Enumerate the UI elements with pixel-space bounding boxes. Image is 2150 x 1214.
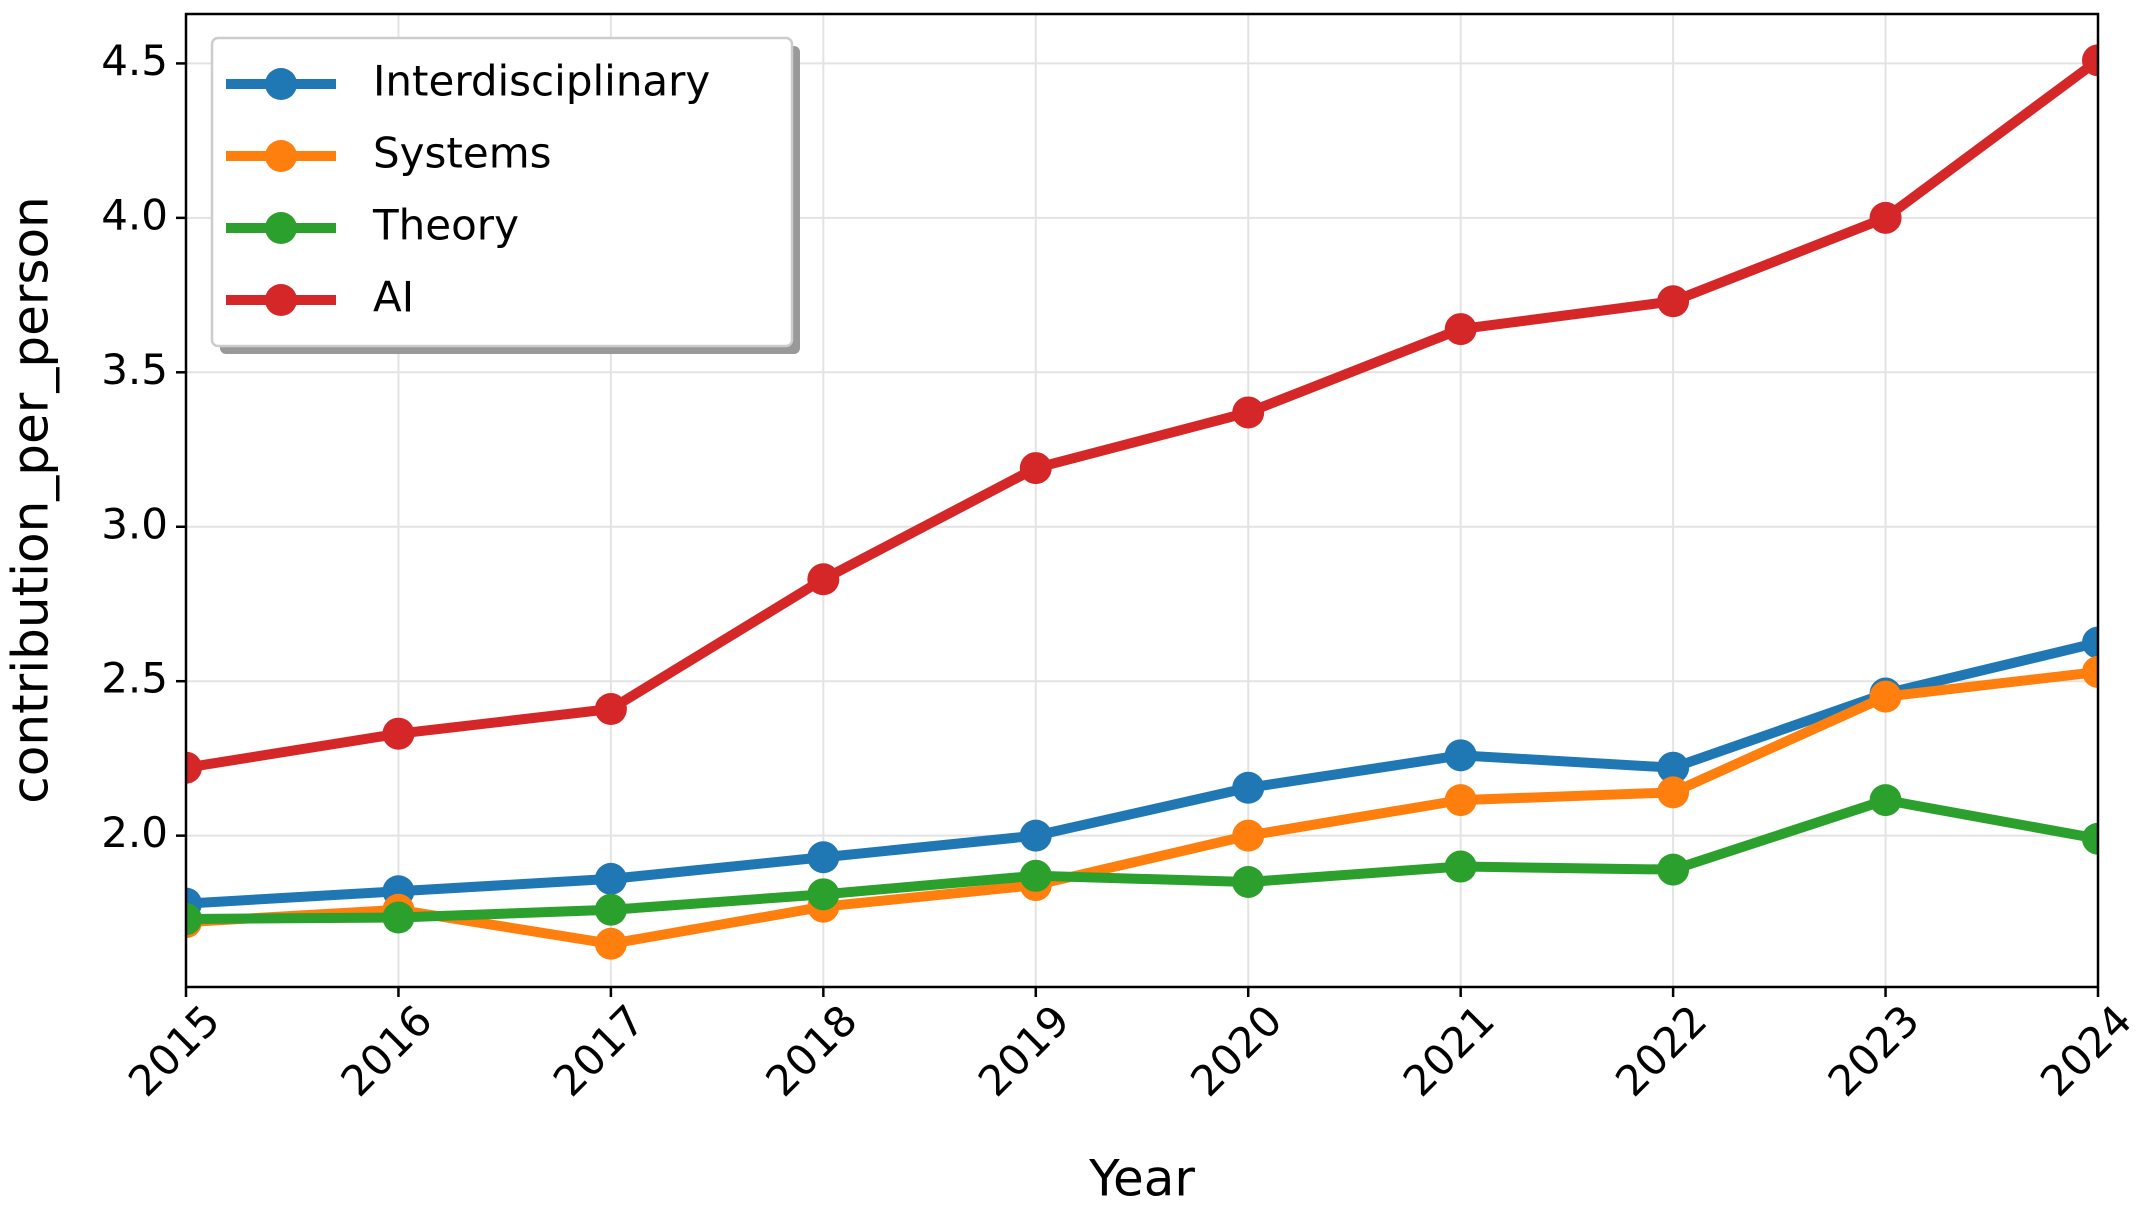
data-point xyxy=(1444,313,1477,346)
data-point xyxy=(2082,44,2098,77)
y-tick-label: 4.5 xyxy=(101,36,168,85)
y-tick-label: 3.5 xyxy=(101,345,168,394)
data-point xyxy=(382,901,415,934)
x-tick-label: 2023 xyxy=(1819,996,1929,1106)
data-point xyxy=(1657,853,1690,886)
x-tick-label: 2015 xyxy=(119,996,229,1106)
data-point xyxy=(1019,819,1052,852)
data-point xyxy=(1019,452,1052,485)
x-tick-label: 2019 xyxy=(969,996,1079,1106)
series-line xyxy=(186,56,2098,773)
x-tick-label: 2020 xyxy=(1181,996,1291,1106)
x-tick-label: 2018 xyxy=(756,996,866,1106)
data-point xyxy=(1869,201,1902,234)
data-point xyxy=(1232,771,1265,804)
data-point xyxy=(1232,396,1265,429)
data-point xyxy=(594,693,627,725)
x-tick-label: 2017 xyxy=(544,996,654,1106)
data-point xyxy=(807,841,840,874)
data-point xyxy=(594,927,627,960)
data-point xyxy=(1232,865,1265,898)
x-axis-label: Year xyxy=(1088,1150,1195,1208)
legend-marker xyxy=(265,140,297,172)
data-point xyxy=(1444,739,1477,772)
series-line xyxy=(186,795,2098,925)
legend-marker xyxy=(265,284,297,316)
x-tick-label: 2024 xyxy=(2031,996,2141,1106)
data-point xyxy=(1444,784,1477,817)
data-point xyxy=(186,751,202,784)
legend-label: Theory xyxy=(372,201,519,250)
y-axis-label: contribution_per_person xyxy=(2,196,60,803)
legend-marker xyxy=(265,212,297,244)
data-point xyxy=(186,903,202,936)
series-line xyxy=(186,637,2098,909)
data-point xyxy=(1869,680,1902,713)
data-point xyxy=(594,893,627,926)
data-point xyxy=(2082,626,2098,659)
data-point xyxy=(1657,776,1690,809)
data-point xyxy=(2082,822,2098,855)
y-tick-label: 3.0 xyxy=(101,499,168,548)
axes-frame xyxy=(184,12,2100,989)
data-point xyxy=(1869,784,1902,817)
data-point xyxy=(2082,655,2098,688)
legend-box xyxy=(210,36,794,348)
x-tick-label: 2021 xyxy=(1394,996,1504,1106)
x-tick-label: 2016 xyxy=(331,996,441,1106)
data-point xyxy=(1232,819,1265,852)
y-tick-label: 4.0 xyxy=(101,190,168,239)
data-point xyxy=(807,563,840,596)
y-tick-label: 2.5 xyxy=(101,654,168,703)
data-point xyxy=(594,862,627,895)
data-point xyxy=(807,878,840,911)
legend-label: Interdisciplinary xyxy=(373,57,710,106)
legend-label: AI xyxy=(373,273,414,322)
y-tick-label: 2.0 xyxy=(101,808,168,857)
legend-label: Systems xyxy=(373,129,552,178)
data-point xyxy=(382,717,415,750)
legend-marker xyxy=(265,68,297,100)
data-point xyxy=(1444,850,1477,883)
data-point xyxy=(1657,751,1690,784)
data-point xyxy=(1657,285,1690,318)
data-point xyxy=(1019,859,1052,892)
x-tick-label: 2022 xyxy=(1606,996,1716,1106)
series-line xyxy=(186,666,2098,949)
